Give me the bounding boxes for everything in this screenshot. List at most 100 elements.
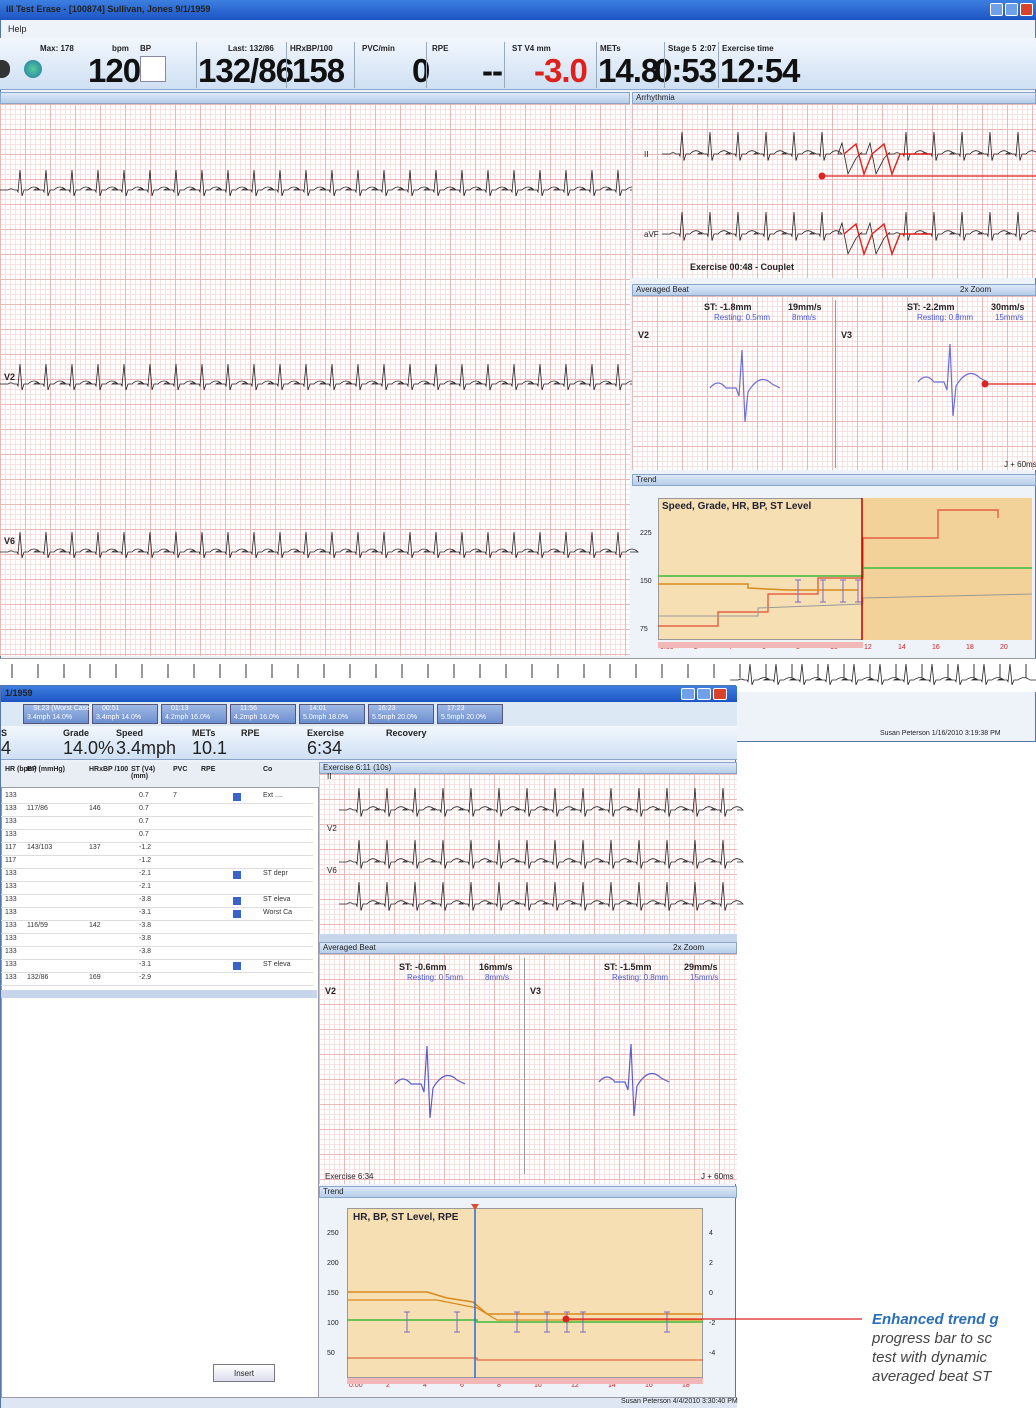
- header-value: 0: [412, 52, 430, 89]
- st-slope: 30mm/s: [991, 302, 1025, 312]
- caption: Exercise 6:34: [325, 1172, 374, 1181]
- header-separator: [504, 42, 505, 88]
- stage-tab: [299, 704, 365, 724]
- front-window: 1/1959 St.23 (Worst Case) 3.4mph 14.0% 00:5…: [0, 685, 744, 1408]
- x-tick-label: 14: [608, 1382, 616, 1389]
- header-strip: [1, 726, 737, 760]
- header-label: METs: [192, 728, 216, 738]
- window-title: ill Test Erase - [100874] Sullivan, Jone…: [0, 0, 1036, 20]
- header-label: Stage 5: [668, 44, 697, 53]
- ecg-trace: [0, 363, 639, 391]
- arrhythmia-traces: [662, 131, 1036, 257]
- header-label: Grade: [63, 728, 90, 738]
- footer: J + 60ms: [701, 1172, 734, 1181]
- resting-slope: 15mm/s: [690, 973, 719, 982]
- error-bar: [820, 579, 826, 603]
- stage-tab: [92, 704, 158, 724]
- pvc-highlight: [843, 142, 932, 177]
- table-cell: -3.1: [139, 909, 152, 916]
- table-cell: 7: [173, 792, 177, 799]
- resting-slope: 8mm/s: [485, 973, 509, 982]
- column-header: ST (V4) (mm): [131, 766, 156, 780]
- y-tick-label: 150: [327, 1290, 339, 1297]
- scrollbar: [1, 990, 317, 998]
- scrollbar: [319, 934, 737, 942]
- table-row: [1, 934, 313, 947]
- header-value: 10.1: [192, 738, 228, 758]
- footer: J + 60ms: [1004, 460, 1036, 469]
- averaged-beat-trace: [917, 343, 989, 417]
- x-tick-label: 16: [932, 644, 940, 651]
- ecg-panel-bar: [0, 92, 630, 104]
- table-row: [1, 856, 313, 869]
- header-separator: [196, 42, 197, 88]
- cursor-marker: [471, 1204, 479, 1210]
- column-header: PVC: [173, 766, 188, 773]
- table-cell: 133: [5, 909, 17, 916]
- caption: Exercise 00:48 - Couplet: [690, 262, 795, 272]
- column-header: Co: [263, 766, 273, 773]
- stage-time: 00:51: [102, 705, 120, 712]
- status: Susan Peterson 4/4/2010 3:30:40 PM: [621, 1398, 738, 1405]
- callout-text: test with dynamic: [872, 1349, 988, 1366]
- table-cell: ST depr: [263, 870, 288, 877]
- header-label: Max: 178: [40, 44, 74, 53]
- error-bar: [454, 1311, 460, 1333]
- table-cell: ST eleva: [263, 896, 291, 903]
- table-cell: 133: [5, 948, 17, 955]
- trend-line: [347, 1291, 703, 1315]
- table-cell: 133: [5, 883, 17, 890]
- table-row: [1, 947, 313, 960]
- averaged-beat-grid: [632, 296, 1036, 470]
- panel-bar: [319, 942, 737, 954]
- error-bar: [840, 579, 846, 603]
- trend-subtitle: HR, BP, ST Level, RPE: [353, 1212, 459, 1223]
- lead-label: V3: [530, 986, 542, 996]
- trend-plot: [347, 1208, 703, 1378]
- table-cell: -2.9: [139, 974, 152, 981]
- table-row: [1, 791, 313, 804]
- divider: [524, 958, 525, 1174]
- button[interactable]: Insert: [213, 1364, 275, 1382]
- y-tick-label: 150: [640, 578, 652, 585]
- error-bar: [855, 579, 861, 603]
- header-value: 120: [88, 52, 141, 89]
- header-label: RPE: [432, 44, 449, 53]
- y2-tick-label: -2: [709, 1320, 716, 1327]
- header-separator: [426, 42, 427, 88]
- stage-tab: [437, 704, 503, 724]
- ecg-trace: [662, 131, 1036, 176]
- x-tick-label: 14: [898, 644, 906, 651]
- y2-tick-label: 4: [709, 1230, 713, 1237]
- ecg-trace: [339, 839, 744, 869]
- header-label: HRxBP/100: [290, 44, 333, 53]
- table-cell: 137: [89, 844, 101, 851]
- stage-tab: [23, 704, 89, 724]
- table-row: [1, 895, 313, 908]
- header-value: 12:54: [720, 52, 800, 89]
- table-cell: 0.7: [139, 831, 149, 838]
- arrhythmia-grid: [632, 104, 1036, 278]
- table-cell: 169: [89, 974, 101, 981]
- x-tick-label: 12: [571, 1382, 579, 1389]
- toolbar: 2x Zoom: [960, 285, 992, 294]
- stage-setting: 3.4mph 14.0%: [27, 714, 73, 721]
- averaged-beat-grid: [319, 954, 737, 1184]
- lead-label: V2: [325, 986, 337, 996]
- stage-time: 01:13: [171, 705, 189, 712]
- trend-lines: [658, 498, 1033, 640]
- table-cell: -1.2: [139, 857, 152, 864]
- table-row: [1, 804, 313, 817]
- rhythm-ticks: [11, 663, 1036, 685]
- stage-time: 16:23: [378, 705, 396, 712]
- column-header: HRxBP /100: [89, 766, 129, 773]
- stage-tab: [230, 704, 296, 724]
- header-separator: [718, 42, 719, 88]
- table-cell: 146: [89, 805, 101, 812]
- st-value: ST: -1.8mm: [704, 302, 752, 312]
- error-bar: [404, 1311, 410, 1333]
- table-cell: -3.8: [139, 948, 152, 955]
- y2-tick-label: 2: [709, 1260, 713, 1267]
- header-label: Recovery: [386, 728, 427, 738]
- header-value: 4: [1, 738, 12, 758]
